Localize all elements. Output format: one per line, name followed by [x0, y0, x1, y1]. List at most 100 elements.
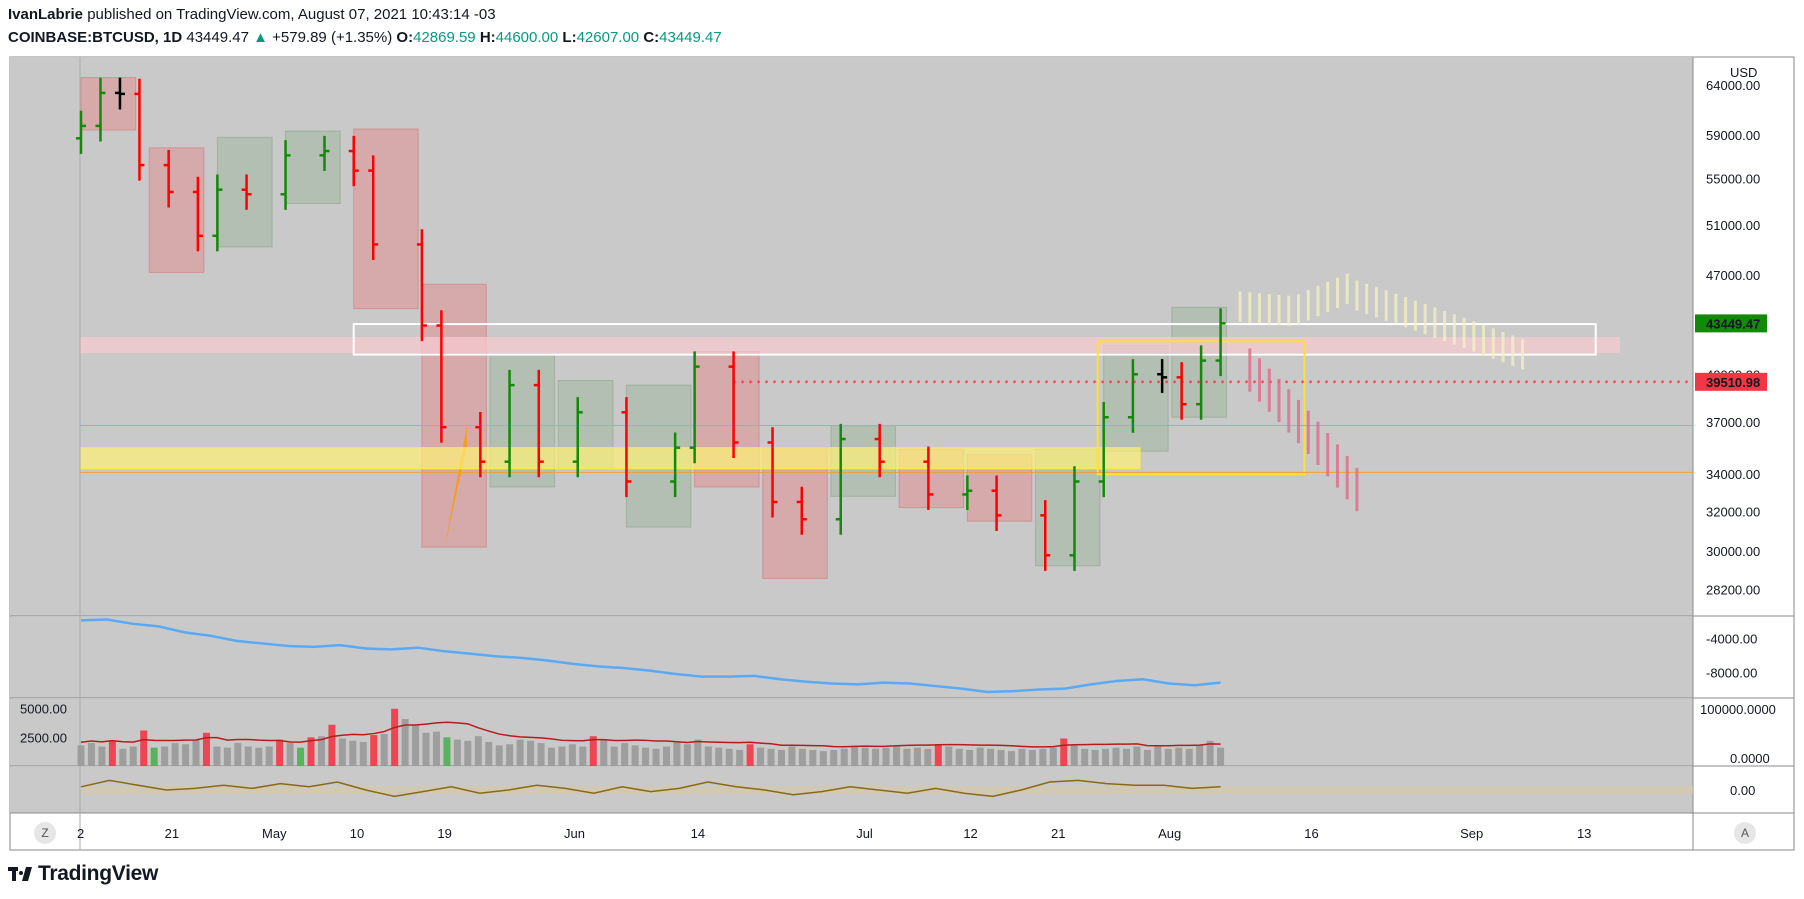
ohlc-bar: [319, 135, 330, 171]
ohlc-bar: [1127, 359, 1138, 433]
ohlc-bar: [212, 174, 223, 252]
zone-box: [216, 136, 273, 248]
volume-bar: [1206, 740, 1214, 766]
volume-bar: [736, 749, 744, 766]
volume-bar: [725, 748, 733, 766]
volume-bar: [349, 740, 357, 766]
tradingview-logo[interactable]: TradingView: [8, 862, 158, 886]
volume-bar: [589, 736, 597, 766]
volume-bar: [976, 747, 984, 766]
auto-scale-button[interactable]: A: [1734, 822, 1756, 844]
volume-bar: [1185, 748, 1193, 766]
price-tick-label: 64000.00: [1706, 78, 1760, 93]
volume-bar: [1018, 748, 1026, 766]
volume-bar: [809, 749, 817, 766]
zone-box: [285, 130, 341, 204]
volume-bar: [1007, 751, 1015, 766]
volume-bar: [119, 748, 127, 766]
volume-bar: [87, 743, 95, 766]
ohlc-bar: [1069, 466, 1080, 571]
rsi-band: [81, 786, 1693, 794]
volume-bar: [307, 737, 315, 766]
volume-bar: [412, 724, 420, 766]
ohlc-bar: [134, 78, 145, 181]
volume-bar: [77, 745, 85, 766]
ohlc-bar: [114, 77, 125, 110]
ohlc-bar: [76, 110, 86, 154]
volume-bar: [453, 739, 461, 766]
close-value: 43449.47: [659, 29, 722, 46]
volume-bar: [1196, 745, 1204, 766]
volume-bar: [662, 746, 670, 766]
volume-bar: [610, 746, 618, 766]
time-tick-label: Jun: [564, 826, 585, 841]
volume-bar: [432, 731, 440, 766]
time-tick-label: 19: [437, 826, 451, 841]
price-tick-label: 51000.00: [1706, 218, 1760, 233]
volume-ma-line: [80, 721, 1221, 748]
oscillator-tick-label: -8000.00: [1706, 665, 1757, 680]
volume-bar: [495, 745, 503, 766]
ohlc-bar: [923, 446, 934, 511]
ohlc-bar: [348, 135, 359, 187]
yellow-support-zone: [79, 447, 1141, 470]
price-tag-label: 43449.47: [1706, 316, 1760, 331]
price-tick-label: 28200.00: [1706, 582, 1760, 597]
price-tag: [1695, 372, 1767, 391]
volume-bar: [1091, 749, 1099, 766]
ohlc-bar: [192, 176, 203, 252]
volume-bar: [621, 743, 629, 766]
open-value: 42869.59: [413, 29, 476, 46]
zoom-reset-button[interactable]: Z: [34, 822, 56, 844]
volume-bar: [1060, 738, 1068, 766]
volume-bar: [391, 708, 399, 766]
volume-bar: [1143, 749, 1151, 766]
volume-tick-right: 0.0000: [1730, 751, 1770, 766]
volume-bar: [819, 751, 827, 766]
volume-bar: [882, 747, 890, 766]
oscillator-pane: [10, 617, 1693, 698]
price-tick-label: 30000.00: [1706, 544, 1760, 559]
time-tick-label: Sep: [1460, 826, 1483, 841]
time-tick-label: Jul: [856, 826, 873, 841]
volume-bar: [213, 746, 221, 766]
volume-bar: [401, 719, 409, 766]
volume-bar: [506, 744, 514, 766]
volume-bar: [1102, 748, 1110, 766]
volume-bar: [746, 744, 754, 766]
volume-bar: [987, 748, 995, 766]
price-change: +579.89 (+1.35%): [272, 29, 393, 46]
volume-bar: [600, 739, 608, 766]
volume-bar: [568, 744, 576, 766]
volume-bar: [244, 746, 252, 766]
author-name[interactable]: IvanLabrie: [8, 6, 84, 23]
volume-bar: [192, 739, 200, 766]
ohlc-bar: [504, 369, 515, 478]
currency-label: USD: [1730, 65, 1757, 80]
ohlc-bar: [962, 475, 973, 511]
volume-bar: [474, 736, 482, 766]
time-tick-label: May: [262, 826, 287, 841]
volume-bar: [840, 748, 848, 766]
volume-bar: [129, 746, 137, 766]
volume-bar: [1217, 747, 1225, 766]
symbol-label[interactable]: COINBASE:BTCUSD, 1D: [8, 29, 183, 46]
volume-bar: [443, 737, 451, 766]
volume-bar: [642, 747, 650, 766]
volume-bar: [140, 730, 148, 766]
volume-bar: [913, 747, 921, 766]
ohlc-bar: [533, 369, 544, 478]
volume-bar: [1028, 749, 1036, 766]
volume-bar: [1164, 748, 1172, 766]
volume-bar: [851, 746, 859, 766]
volume-bar: [328, 724, 336, 766]
volume-bar: [161, 746, 169, 766]
volume-bar: [1175, 747, 1183, 766]
volume-bar: [464, 740, 472, 766]
volume-bar: [1133, 746, 1141, 766]
volume-bar: [485, 741, 493, 766]
ohlc-bar: [280, 140, 291, 210]
volume-bar: [380, 733, 388, 766]
volume-bar: [182, 744, 190, 766]
